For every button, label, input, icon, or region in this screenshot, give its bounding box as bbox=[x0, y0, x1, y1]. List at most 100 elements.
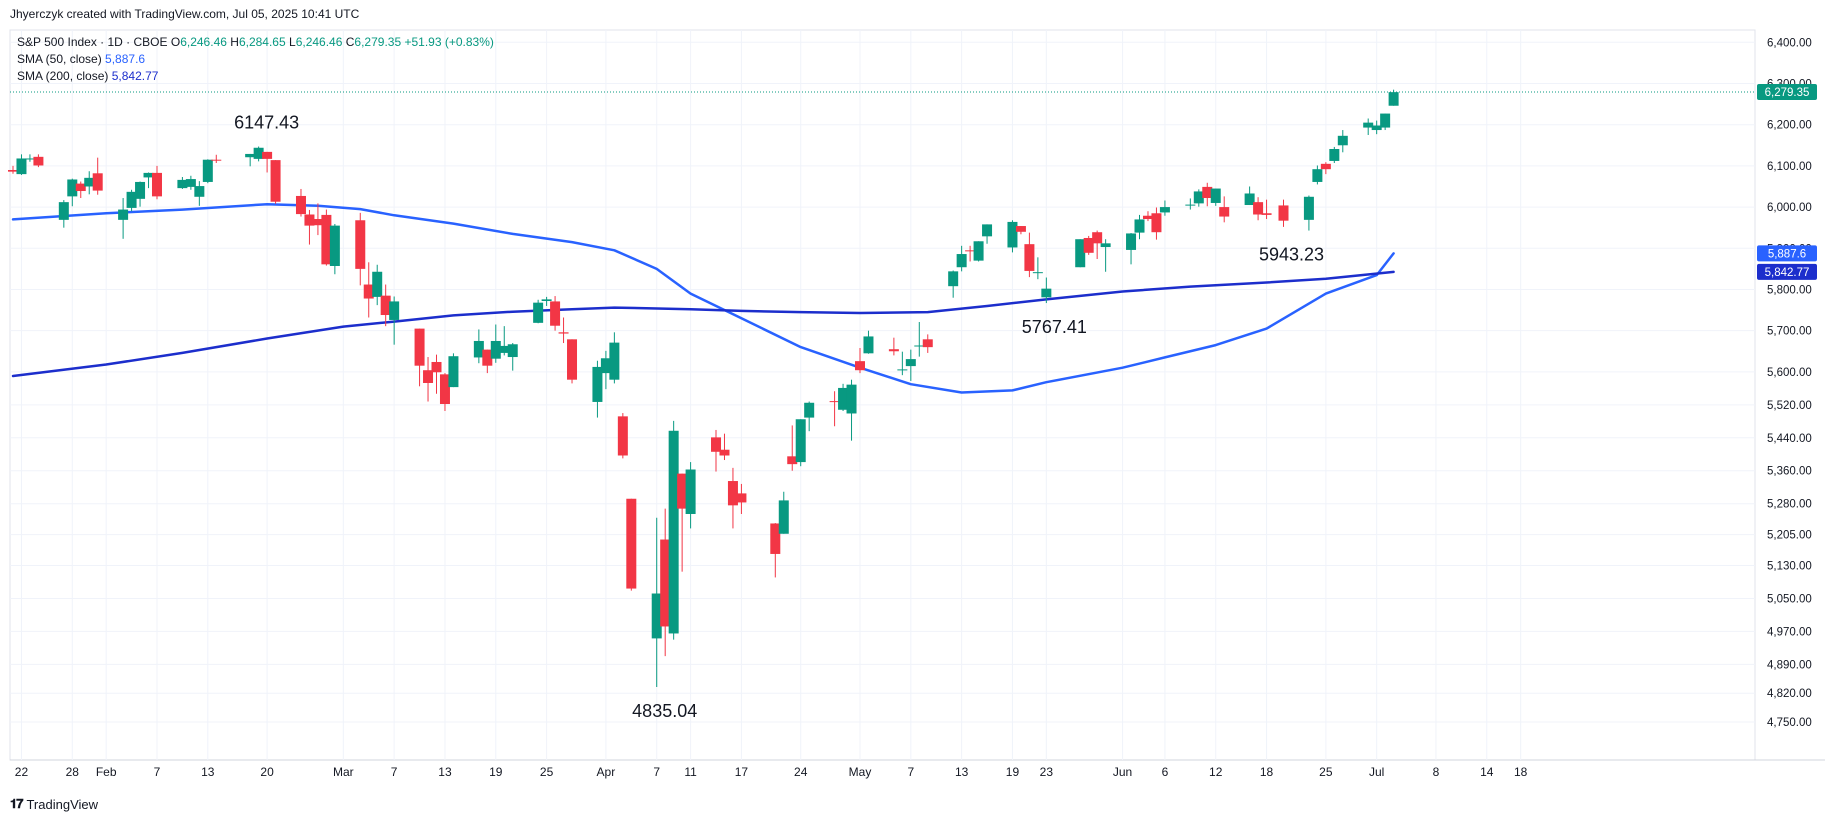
candle bbox=[431, 354, 442, 394]
candle bbox=[414, 328, 425, 387]
candle-body bbox=[829, 401, 840, 403]
grid bbox=[9, 29, 1825, 761]
y-tick-label: 6,000.00 bbox=[1767, 202, 1812, 214]
candle-body bbox=[507, 344, 518, 358]
candle bbox=[126, 189, 137, 212]
candle-body bbox=[897, 369, 908, 371]
candle bbox=[84, 171, 95, 195]
price-annotation: 6147.43 bbox=[234, 112, 299, 132]
price-label-bg bbox=[1757, 263, 1817, 280]
candle bbox=[567, 339, 578, 384]
y-tick-label: 4,890.00 bbox=[1767, 659, 1812, 671]
chart-header: Jhyerczyk created with TradingView.com, … bbox=[10, 7, 359, 21]
candle-body bbox=[838, 387, 849, 410]
candle-body bbox=[135, 181, 146, 199]
candle-body bbox=[982, 224, 993, 237]
candle-body bbox=[1371, 125, 1382, 131]
candle bbox=[118, 198, 129, 239]
candle bbox=[770, 523, 781, 578]
candle-body bbox=[668, 430, 679, 634]
candle-body bbox=[490, 340, 501, 359]
candle bbox=[1210, 188, 1221, 206]
candle-body bbox=[846, 384, 857, 414]
candle bbox=[787, 425, 798, 471]
candle bbox=[1320, 162, 1331, 175]
candle bbox=[677, 473, 688, 572]
x-tick-label: 20 bbox=[260, 765, 274, 779]
candle bbox=[295, 188, 306, 217]
candle-body bbox=[414, 328, 425, 366]
candle-body bbox=[609, 342, 620, 380]
x-tick-label: Jul bbox=[1369, 765, 1384, 779]
candle-body bbox=[558, 332, 569, 334]
candle-body bbox=[448, 356, 459, 388]
price-label: 5,842.77 bbox=[1757, 263, 1817, 280]
candle-body bbox=[312, 219, 323, 226]
candle-body bbox=[922, 339, 933, 348]
candle bbox=[33, 154, 44, 168]
candle-body bbox=[1024, 244, 1035, 271]
x-tick-label: 7 bbox=[154, 765, 161, 779]
candle bbox=[1075, 239, 1086, 268]
time-axis[interactable]: 22 28 Feb 7 13 20 Mar 7 13 19 25 Apr 7 11 17 24 May 7 13 19… bbox=[15, 765, 1528, 779]
candle bbox=[75, 181, 86, 199]
price-axis[interactable]: 4,750.00 4,820.00 4,890.00 4,970.00 5,050.00… bbox=[1757, 37, 1817, 729]
candle bbox=[888, 337, 899, 356]
x-tick-label: Jun bbox=[1113, 765, 1132, 779]
symbol-label[interactable]: S&P 500 Index · 1D · CBOE bbox=[17, 35, 168, 49]
candle-body bbox=[1363, 122, 1374, 128]
legend-sma50-row[interactable]: SMA (50, close) 5,887.6 bbox=[17, 51, 494, 68]
candle bbox=[1193, 189, 1204, 207]
y-tick-label: 5,360.00 bbox=[1767, 466, 1812, 478]
candle bbox=[8, 165, 18, 174]
sma-lines bbox=[11, 202, 1395, 394]
candle bbox=[711, 429, 722, 472]
candle-body bbox=[1159, 207, 1170, 213]
candle bbox=[507, 343, 518, 371]
tradingview-brand[interactable]: 𝟏𝟕 TradingView bbox=[10, 796, 98, 812]
candle bbox=[965, 245, 976, 262]
candle-body bbox=[1244, 193, 1255, 206]
candle-body bbox=[185, 179, 196, 187]
candle bbox=[1083, 235, 1094, 255]
candle bbox=[685, 462, 696, 529]
candle bbox=[58, 200, 69, 228]
sma200-label[interactable]: SMA (200, close) bbox=[17, 69, 109, 83]
legend-symbol-row[interactable]: S&P 500 Index · 1D · CBOE O6,246.46 H6,2… bbox=[17, 34, 494, 51]
candle-body bbox=[787, 456, 798, 465]
candle-body bbox=[151, 172, 162, 197]
candle bbox=[177, 177, 188, 189]
candle-body bbox=[329, 225, 340, 266]
candle bbox=[600, 350, 611, 390]
candle bbox=[922, 334, 933, 353]
candle-body bbox=[211, 159, 222, 161]
price-label: 5,887.6 bbox=[1757, 245, 1817, 262]
candle-body bbox=[685, 469, 696, 514]
candle-body bbox=[1185, 204, 1196, 206]
candle-body bbox=[778, 500, 789, 534]
candle bbox=[482, 349, 493, 374]
candle-body bbox=[253, 147, 264, 159]
x-tick-label: 18 bbox=[1514, 765, 1528, 779]
candle bbox=[660, 508, 671, 657]
candle-body bbox=[1032, 272, 1043, 274]
candle bbox=[1363, 118, 1374, 135]
candle bbox=[211, 154, 222, 164]
sma50-label[interactable]: SMA (50, close) bbox=[17, 52, 102, 66]
candle bbox=[617, 413, 628, 459]
candle bbox=[423, 357, 434, 402]
y-tick-label: 6,200.00 bbox=[1767, 120, 1812, 132]
candle-body bbox=[143, 172, 154, 178]
legend-sma200-row[interactable]: SMA (200, close) 5,842.77 bbox=[17, 68, 494, 85]
low-value: 6,246.46 bbox=[295, 35, 343, 49]
candle bbox=[1380, 113, 1391, 131]
candle-body bbox=[1151, 213, 1162, 233]
y-tick-label: 5,050.00 bbox=[1767, 593, 1812, 605]
candle-body bbox=[1261, 213, 1272, 215]
x-tick-label: 19 bbox=[1006, 765, 1020, 779]
candle bbox=[202, 159, 213, 184]
candle-body bbox=[1388, 92, 1399, 106]
candle-body bbox=[1219, 207, 1230, 217]
open-key: O bbox=[170, 35, 181, 49]
